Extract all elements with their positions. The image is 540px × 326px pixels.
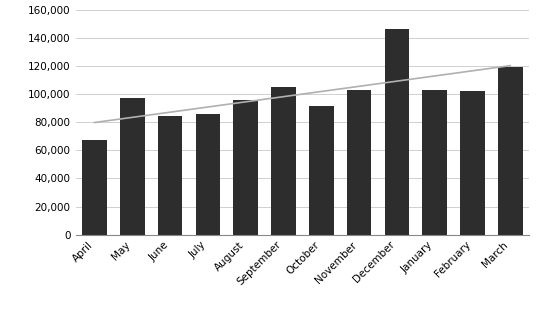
Bar	[498, 67, 523, 235]
Bar	[347, 90, 372, 235]
Bar	[309, 106, 334, 235]
Bar	[422, 90, 447, 235]
Bar	[158, 116, 183, 235]
Bar	[82, 140, 107, 235]
Bar	[271, 87, 296, 235]
Bar	[384, 29, 409, 235]
Bar	[120, 98, 145, 235]
Bar	[233, 100, 258, 235]
Bar	[195, 114, 220, 235]
Bar	[460, 91, 485, 235]
